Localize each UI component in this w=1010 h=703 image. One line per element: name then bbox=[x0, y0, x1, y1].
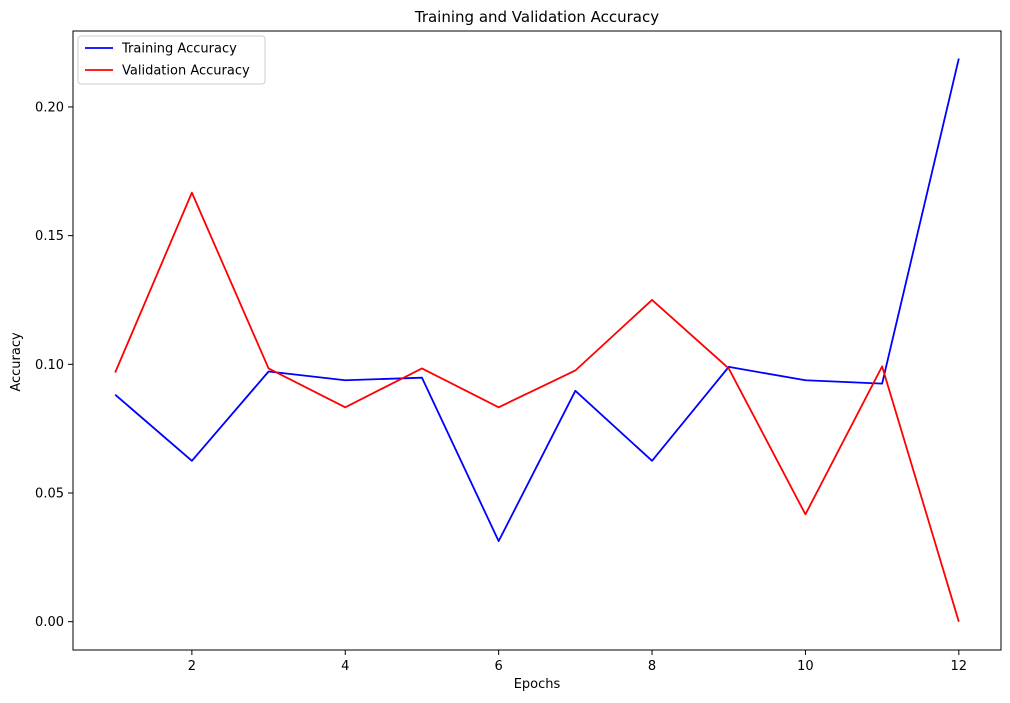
chart-title: Training and Validation Accuracy bbox=[414, 8, 659, 26]
x-tick-label: 10 bbox=[797, 659, 814, 674]
y-tick-label: 0.20 bbox=[35, 100, 64, 115]
x-axis-label: Epochs bbox=[514, 677, 561, 692]
y-axis-label: Accuracy bbox=[9, 332, 24, 392]
plot-area bbox=[114, 58, 960, 622]
legend-label: Validation Accuracy bbox=[122, 64, 250, 79]
y-tick-label: 0.10 bbox=[35, 358, 64, 373]
x-tick-label: 12 bbox=[951, 659, 968, 674]
legend-box bbox=[77, 35, 266, 85]
legend: Training Accuracy Validation Accuracy bbox=[77, 35, 266, 85]
plot-frame bbox=[72, 30, 1002, 651]
y-tick-label: 0.15 bbox=[35, 229, 64, 244]
x-axis-ticks: 2 4 6 8 10 12 bbox=[188, 650, 967, 674]
y-tick-label: 0.00 bbox=[35, 615, 64, 630]
series-line-validation bbox=[114, 191, 960, 622]
x-tick-label: 4 bbox=[341, 659, 349, 674]
x-tick-label: 8 bbox=[648, 659, 656, 674]
y-tick-label: 0.05 bbox=[35, 486, 64, 501]
x-tick-label: 2 bbox=[188, 659, 196, 674]
legend-label: Training Accuracy bbox=[121, 42, 237, 57]
x-tick-label: 6 bbox=[495, 659, 503, 674]
series-line-training bbox=[114, 58, 960, 543]
y-axis-ticks: 0.00 0.05 0.10 0.15 0.20 bbox=[35, 100, 73, 630]
